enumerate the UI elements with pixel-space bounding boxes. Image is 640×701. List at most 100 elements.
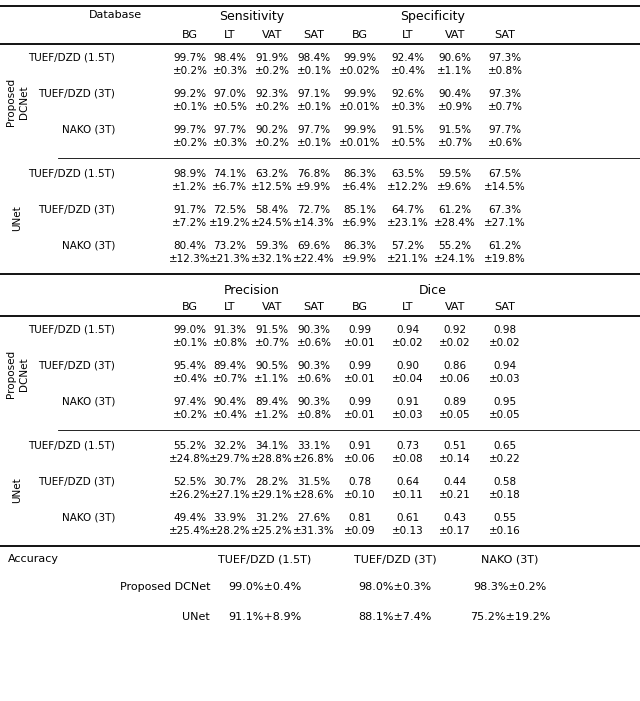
Text: NAKO (3T): NAKO (3T) bbox=[61, 397, 115, 407]
Text: ±0.14: ±0.14 bbox=[439, 454, 471, 464]
Text: ±12.3%: ±12.3% bbox=[169, 254, 211, 264]
Text: NAKO (3T): NAKO (3T) bbox=[61, 125, 115, 135]
Text: 95.4%: 95.4% bbox=[173, 361, 207, 371]
Text: 90.3%: 90.3% bbox=[298, 325, 330, 335]
Text: 91.5%: 91.5% bbox=[392, 125, 424, 135]
Text: 97.3%: 97.3% bbox=[488, 53, 522, 63]
Text: 0.99: 0.99 bbox=[348, 325, 372, 335]
Text: ±1.1%: ±1.1% bbox=[255, 374, 289, 384]
Text: Proposed: Proposed bbox=[6, 78, 16, 126]
Text: 0.91: 0.91 bbox=[396, 397, 420, 407]
Text: TUEF/DZD (1.5T): TUEF/DZD (1.5T) bbox=[28, 53, 115, 63]
Text: ±0.1%: ±0.1% bbox=[296, 138, 332, 148]
Text: 91.1%+8.9%: 91.1%+8.9% bbox=[228, 612, 301, 622]
Text: 69.6%: 69.6% bbox=[298, 241, 331, 251]
Text: 90.6%: 90.6% bbox=[438, 53, 472, 63]
Text: ±6.7%: ±6.7% bbox=[212, 182, 248, 192]
Text: TUEF/DZD (3T): TUEF/DZD (3T) bbox=[38, 205, 115, 215]
Text: UNet: UNet bbox=[12, 477, 22, 503]
Text: 90.4%: 90.4% bbox=[438, 89, 472, 99]
Text: VAT: VAT bbox=[445, 30, 465, 40]
Text: ±19.2%: ±19.2% bbox=[209, 218, 251, 228]
Text: ±0.6%: ±0.6% bbox=[296, 374, 332, 384]
Text: 97.7%: 97.7% bbox=[488, 125, 522, 135]
Text: TUEF/DZD (3T): TUEF/DZD (3T) bbox=[38, 89, 115, 99]
Text: ±0.3%: ±0.3% bbox=[212, 66, 248, 76]
Text: ±28.2%: ±28.2% bbox=[209, 526, 251, 536]
Text: ±0.01: ±0.01 bbox=[344, 374, 376, 384]
Text: 73.2%: 73.2% bbox=[213, 241, 246, 251]
Text: 86.3%: 86.3% bbox=[344, 241, 376, 251]
Text: ±0.4%: ±0.4% bbox=[390, 66, 426, 76]
Text: DCNet: DCNet bbox=[19, 358, 29, 391]
Text: 0.43: 0.43 bbox=[444, 513, 467, 523]
Text: ±0.18: ±0.18 bbox=[489, 490, 521, 500]
Text: ±25.2%: ±25.2% bbox=[251, 526, 293, 536]
Text: 0.64: 0.64 bbox=[396, 477, 420, 487]
Text: 90.3%: 90.3% bbox=[298, 361, 330, 371]
Text: 30.7%: 30.7% bbox=[214, 477, 246, 487]
Text: ±28.6%: ±28.6% bbox=[293, 490, 335, 500]
Text: ±0.2%: ±0.2% bbox=[173, 138, 207, 148]
Text: ±0.6%: ±0.6% bbox=[488, 138, 522, 148]
Text: 99.7%: 99.7% bbox=[173, 53, 207, 63]
Text: ±27.1%: ±27.1% bbox=[484, 218, 526, 228]
Text: ±0.04: ±0.04 bbox=[392, 374, 424, 384]
Text: VAT: VAT bbox=[262, 302, 282, 312]
Text: 90.4%: 90.4% bbox=[214, 397, 246, 407]
Text: 92.6%: 92.6% bbox=[392, 89, 424, 99]
Text: 91.5%: 91.5% bbox=[438, 125, 472, 135]
Text: ±0.2%: ±0.2% bbox=[255, 102, 289, 112]
Text: 0.73: 0.73 bbox=[396, 441, 420, 451]
Text: ±14.3%: ±14.3% bbox=[293, 218, 335, 228]
Text: 97.7%: 97.7% bbox=[213, 125, 246, 135]
Text: 91.7%: 91.7% bbox=[173, 205, 207, 215]
Text: 98.3%±0.2%: 98.3%±0.2% bbox=[474, 582, 547, 592]
Text: 0.99: 0.99 bbox=[348, 361, 372, 371]
Text: ±0.09: ±0.09 bbox=[344, 526, 376, 536]
Text: ±0.7%: ±0.7% bbox=[488, 102, 522, 112]
Text: 90.5%: 90.5% bbox=[255, 361, 289, 371]
Text: BG: BG bbox=[352, 30, 368, 40]
Text: 90.2%: 90.2% bbox=[255, 125, 289, 135]
Text: 0.90: 0.90 bbox=[397, 361, 419, 371]
Text: ±0.7%: ±0.7% bbox=[212, 374, 248, 384]
Text: TUEF/DZD (3T): TUEF/DZD (3T) bbox=[38, 361, 115, 371]
Text: 91.3%: 91.3% bbox=[213, 325, 246, 335]
Text: Precision: Precision bbox=[224, 284, 280, 297]
Text: NAKO (3T): NAKO (3T) bbox=[61, 513, 115, 523]
Text: ±0.5%: ±0.5% bbox=[212, 102, 248, 112]
Text: 0.78: 0.78 bbox=[348, 477, 372, 487]
Text: 27.6%: 27.6% bbox=[298, 513, 331, 523]
Text: 97.0%: 97.0% bbox=[214, 89, 246, 99]
Text: 0.98: 0.98 bbox=[493, 325, 516, 335]
Text: 33.1%: 33.1% bbox=[298, 441, 331, 451]
Text: 57.2%: 57.2% bbox=[392, 241, 424, 251]
Text: 63.2%: 63.2% bbox=[255, 169, 289, 179]
Text: ±26.2%: ±26.2% bbox=[169, 490, 211, 500]
Text: 0.99: 0.99 bbox=[348, 397, 372, 407]
Text: ±9.9%: ±9.9% bbox=[342, 254, 378, 264]
Text: LT: LT bbox=[224, 302, 236, 312]
Text: ±25.4%: ±25.4% bbox=[169, 526, 211, 536]
Text: 49.4%: 49.4% bbox=[173, 513, 207, 523]
Text: ±0.2%: ±0.2% bbox=[255, 138, 289, 148]
Text: ±0.6%: ±0.6% bbox=[296, 338, 332, 348]
Text: Accuracy: Accuracy bbox=[8, 554, 59, 564]
Text: SAT: SAT bbox=[303, 302, 324, 312]
Text: ±0.03: ±0.03 bbox=[392, 410, 424, 420]
Text: 33.9%: 33.9% bbox=[213, 513, 246, 523]
Text: ±27.1%: ±27.1% bbox=[209, 490, 251, 500]
Text: 55.2%: 55.2% bbox=[438, 241, 472, 251]
Text: 99.9%: 99.9% bbox=[344, 89, 376, 99]
Text: 92.3%: 92.3% bbox=[255, 89, 289, 99]
Text: 98.0%±0.3%: 98.0%±0.3% bbox=[358, 582, 431, 592]
Text: ±32.1%: ±32.1% bbox=[251, 254, 293, 264]
Text: 55.2%: 55.2% bbox=[173, 441, 207, 451]
Text: ±0.3%: ±0.3% bbox=[390, 102, 426, 112]
Text: 61.2%: 61.2% bbox=[488, 241, 522, 251]
Text: 61.2%: 61.2% bbox=[438, 205, 472, 215]
Text: 99.9%: 99.9% bbox=[344, 53, 376, 63]
Text: 97.4%: 97.4% bbox=[173, 397, 207, 407]
Text: ±24.5%: ±24.5% bbox=[251, 218, 293, 228]
